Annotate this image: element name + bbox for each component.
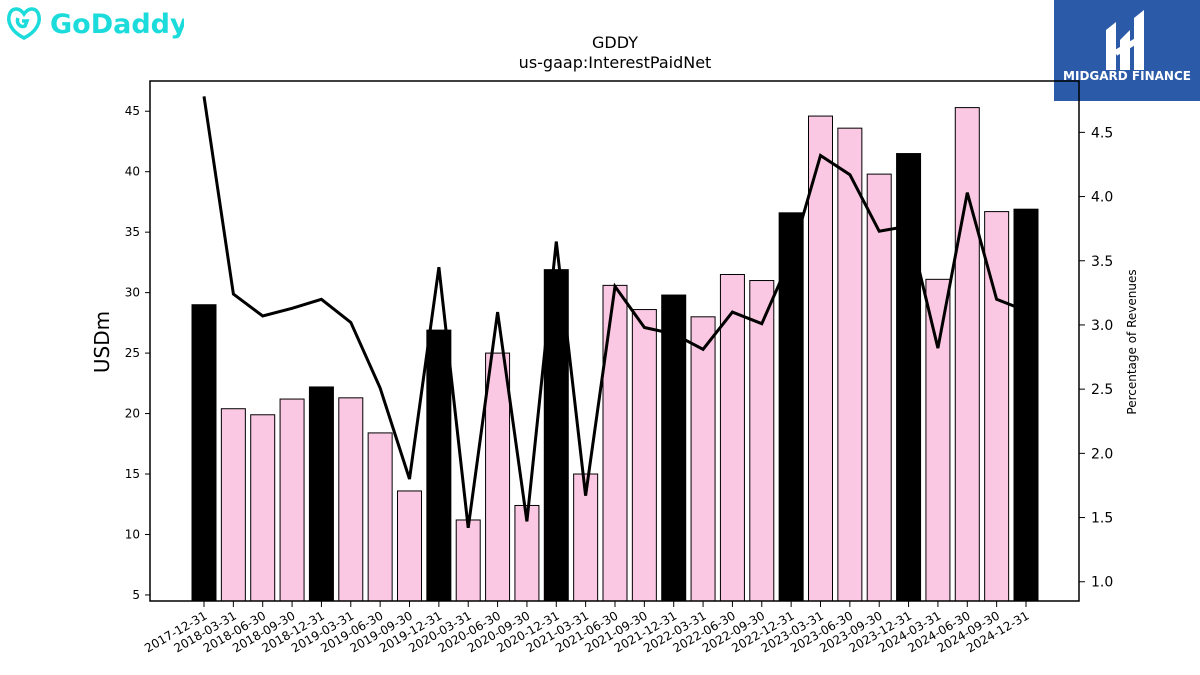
y-left-tick-label: 25 [125, 346, 140, 360]
y-right-tick-label: 3.0 [1091, 318, 1113, 334]
bar-2023-12-31 [896, 153, 922, 602]
bar-2019-09-30 [397, 490, 422, 602]
y-axis-left: 5 10 15 20 25 30 35 40 45 [125, 104, 150, 602]
bar-2018-03-31 [220, 408, 246, 602]
bar-2023-03-31 [808, 115, 833, 602]
y-left-tick-label: 10 [125, 527, 140, 541]
y-left-tick-label: 35 [125, 225, 140, 239]
bar-2018-06-30 [250, 414, 276, 602]
bar-2020-06-30 [485, 352, 511, 602]
y-left-tick-label: 30 [125, 286, 140, 300]
y-axis-left-label: USDm [90, 311, 114, 373]
chart-title: GDDY [592, 33, 638, 52]
bar-2023-06-30 [837, 127, 863, 602]
midgard-logo-text: MIDGARD FINANCE [1063, 69, 1191, 83]
bar-2023-09-30 [866, 173, 892, 602]
bar-2022-09-30 [749, 280, 775, 602]
bar-2022-12-31 [778, 212, 804, 602]
bar-2019-03-31 [338, 397, 364, 602]
y-left-tick-label: 5 [132, 588, 140, 602]
bar-2018-09-30 [279, 398, 305, 602]
y-left-tick-label: 20 [125, 407, 140, 421]
bar-2024-03-31 [925, 278, 951, 602]
bar-2018-12-31 [308, 386, 334, 602]
y-right-tick-label: 1.5 [1091, 511, 1113, 527]
x-axis: 2017-12-312018-03-312018-06-302018-09-30… [142, 601, 1032, 655]
bar-2022-06-30 [719, 273, 745, 602]
bar-2020-03-31 [455, 519, 481, 602]
bar-2024-06-30 [954, 107, 980, 602]
bar-2021-09-30 [631, 309, 657, 602]
y-left-tick-label: 15 [125, 467, 140, 481]
godaddy-logo-icon [7, 7, 41, 40]
y-axis-right: 1.0 1.5 2.0 2.5 3.0 3.5 4.0 4.5 [1079, 125, 1113, 591]
y-axis-right-label: Percentage of Revenues [1125, 269, 1139, 414]
godaddy-logo: GoDaddy [4, 4, 188, 44]
godaddy-logo-text: GoDaddy [50, 9, 184, 40]
y-left-tick-label: 40 [125, 165, 140, 179]
bar-series [191, 107, 1039, 602]
bar-2021-06-30 [602, 284, 628, 602]
y-right-tick-label: 4.0 [1091, 190, 1113, 206]
percentage-line [202, 96, 1027, 529]
chart-subtitle: us-gaap:InterestPaidNet [519, 53, 712, 72]
y-left-tick-label: 45 [125, 104, 140, 118]
y-right-tick-label: 2.0 [1091, 446, 1113, 462]
bar-2019-12-31 [426, 329, 452, 602]
y-right-tick-label: 2.5 [1091, 382, 1113, 398]
y-right-tick-label: 3.5 [1091, 254, 1113, 270]
bar-2021-12-31 [661, 294, 687, 602]
bar-2024-12-31 [1013, 208, 1039, 602]
bar-2024-09-30 [984, 211, 1010, 602]
y-right-tick-label: 4.5 [1091, 125, 1113, 141]
y-right-tick-label: 1.0 [1091, 575, 1113, 591]
bar-2019-06-30 [367, 432, 393, 602]
midgard-logo-icon [1106, 10, 1144, 70]
bar-2022-03-31 [690, 316, 716, 602]
bar-2017-12-31 [191, 304, 217, 602]
